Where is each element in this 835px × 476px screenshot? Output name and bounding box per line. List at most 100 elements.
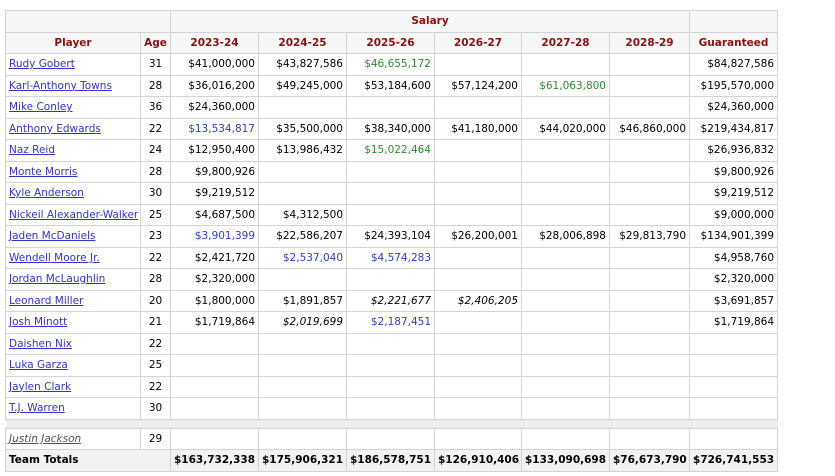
salary-cell: $53,184,600: [346, 74, 435, 97]
salary-cell: $46,860,000: [608, 117, 691, 140]
age: 28: [140, 160, 171, 183]
player-row: Monte Morris 28 $9,800,926 $9,800,926: [5, 160, 779, 183]
total-salary: $133,090,698: [521, 449, 610, 472]
age: 22: [140, 332, 171, 355]
player-row: T.J. Warren 30: [5, 397, 779, 420]
salary-cell: [521, 53, 610, 76]
total-salary: $126,910,406: [434, 449, 522, 472]
age: 28: [140, 74, 171, 97]
player-name[interactable]: Luka Garza: [5, 354, 141, 377]
salary-cell: [608, 332, 691, 355]
salary-cell: [608, 160, 691, 183]
age: 30: [140, 397, 171, 420]
age: 22: [140, 117, 171, 140]
salary-cell: [346, 427, 435, 450]
salary-cell: [434, 397, 522, 420]
player-name[interactable]: Wendell Moore Jr.: [5, 246, 141, 269]
salary-cell: [346, 354, 435, 377]
player-name[interactable]: Daishen Nix: [5, 332, 141, 355]
guaranteed: [689, 397, 779, 420]
guaranteed: $4,958,760: [689, 246, 779, 269]
age: 29: [140, 427, 171, 450]
player-name[interactable]: Kyle Anderson: [5, 182, 141, 205]
salary-cell: [608, 375, 691, 398]
age: 20: [140, 289, 171, 312]
age: 21: [140, 311, 171, 334]
player-row: Jaden McDaniels 23 $3,901,399 $22,586,207 $2…: [5, 225, 779, 248]
salary-cell: $24,360,000: [170, 96, 259, 119]
salary-cell: [521, 427, 610, 450]
salary-cell: $13,534,817: [170, 117, 259, 140]
salary-cell: [170, 375, 259, 398]
player-row: Karl-Anthony Towns 28 $36,016,200 $49,245,0…: [5, 74, 779, 97]
salary-cell: [258, 332, 347, 355]
salary-cell: [258, 160, 347, 183]
separator-row: [5, 418, 778, 429]
salary-cell: $4,312,500: [258, 203, 347, 226]
salary-cell: $15,022,464: [346, 139, 435, 162]
player-name[interactable]: Leonard Miller: [5, 289, 141, 312]
salary-cell: [608, 96, 691, 119]
player-name[interactable]: Anthony Edwards: [5, 117, 141, 140]
salary-cell: [521, 332, 610, 355]
player-name[interactable]: Jordan McLaughlin: [5, 268, 141, 291]
total-salary: $175,906,321: [258, 449, 347, 472]
player-name[interactable]: T.J. Warren: [5, 397, 141, 420]
salary-cell: $61,063,800: [521, 74, 610, 97]
age: 24: [140, 139, 171, 162]
guaranteed: [689, 375, 779, 398]
player-row: Leonard Miller 20 $1,800,000 $1,891,857 $2,2…: [5, 289, 779, 312]
player-name[interactable]: Karl-Anthony Towns: [5, 74, 141, 97]
player-row: Luka Garza 25: [5, 354, 779, 377]
column-header: Age: [140, 31, 171, 54]
super-header-row: Salary: [5, 10, 779, 33]
guaranteed: [689, 354, 779, 377]
salary-cell: $29,813,790: [608, 225, 691, 248]
player-name[interactable]: Naz Reid: [5, 139, 141, 162]
salary-cell: [434, 268, 522, 291]
column-header: 2026-27: [434, 31, 522, 54]
salary-cell: $4,574,283: [346, 246, 435, 269]
player-name[interactable]: Mike Conley: [5, 96, 141, 119]
salary-cell: [258, 96, 347, 119]
player-name[interactable]: Nickeil Alexander-Walker: [5, 203, 141, 226]
salary-cell: $28,006,898: [521, 225, 610, 248]
guaranteed: $134,901,399: [689, 225, 779, 248]
salary-cell: [608, 427, 691, 450]
salary-cell: [346, 203, 435, 226]
salary-cell: $1,719,864: [170, 311, 259, 334]
player-name[interactable]: Jaden McDaniels: [5, 225, 141, 248]
salary-cell: [346, 182, 435, 205]
salary-cell: [346, 160, 435, 183]
player-name[interactable]: Josh Minott: [5, 311, 141, 334]
salary-cell: $41,000,000: [170, 53, 259, 76]
salary-cell: [608, 289, 691, 312]
salary-cell: [521, 96, 610, 119]
salary-cell: [608, 203, 691, 226]
salary-cell: [170, 397, 259, 420]
player-name[interactable]: Justin Jackson: [5, 427, 141, 450]
salary-cell: [170, 354, 259, 377]
player-name[interactable]: Jaylen Clark: [5, 375, 141, 398]
player-name[interactable]: Rudy Gobert: [5, 53, 141, 76]
salary-cell: $26,200,001: [434, 225, 522, 248]
salary-cell: [434, 427, 522, 450]
player-name[interactable]: Monte Morris: [5, 160, 141, 183]
salary-cell: [434, 139, 522, 162]
salary-cell: $41,180,000: [434, 117, 522, 140]
total-salary: $163,732,338: [170, 449, 259, 472]
salary-cell: [258, 268, 347, 291]
salary-cell: [521, 246, 610, 269]
totals-row: Team Totals $163,732,338 $175,906,321 $186,…: [5, 449, 779, 472]
age: 23: [140, 225, 171, 248]
player-row: Jordan McLaughlin 28 $2,320,000 $2,320,000: [5, 268, 779, 291]
guaranteed: [689, 427, 779, 450]
salary-cell: $3,901,399: [170, 225, 259, 248]
table-body: Rudy Gobert 31 $41,000,000 $43,827,586 $46,6…: [5, 53, 779, 472]
blank-header: [689, 10, 779, 33]
age: 25: [140, 354, 171, 377]
salary-cell: $2,406,205: [434, 289, 522, 312]
column-header: Player: [5, 31, 141, 54]
salary-cell: [346, 96, 435, 119]
salary-cell: [434, 354, 522, 377]
